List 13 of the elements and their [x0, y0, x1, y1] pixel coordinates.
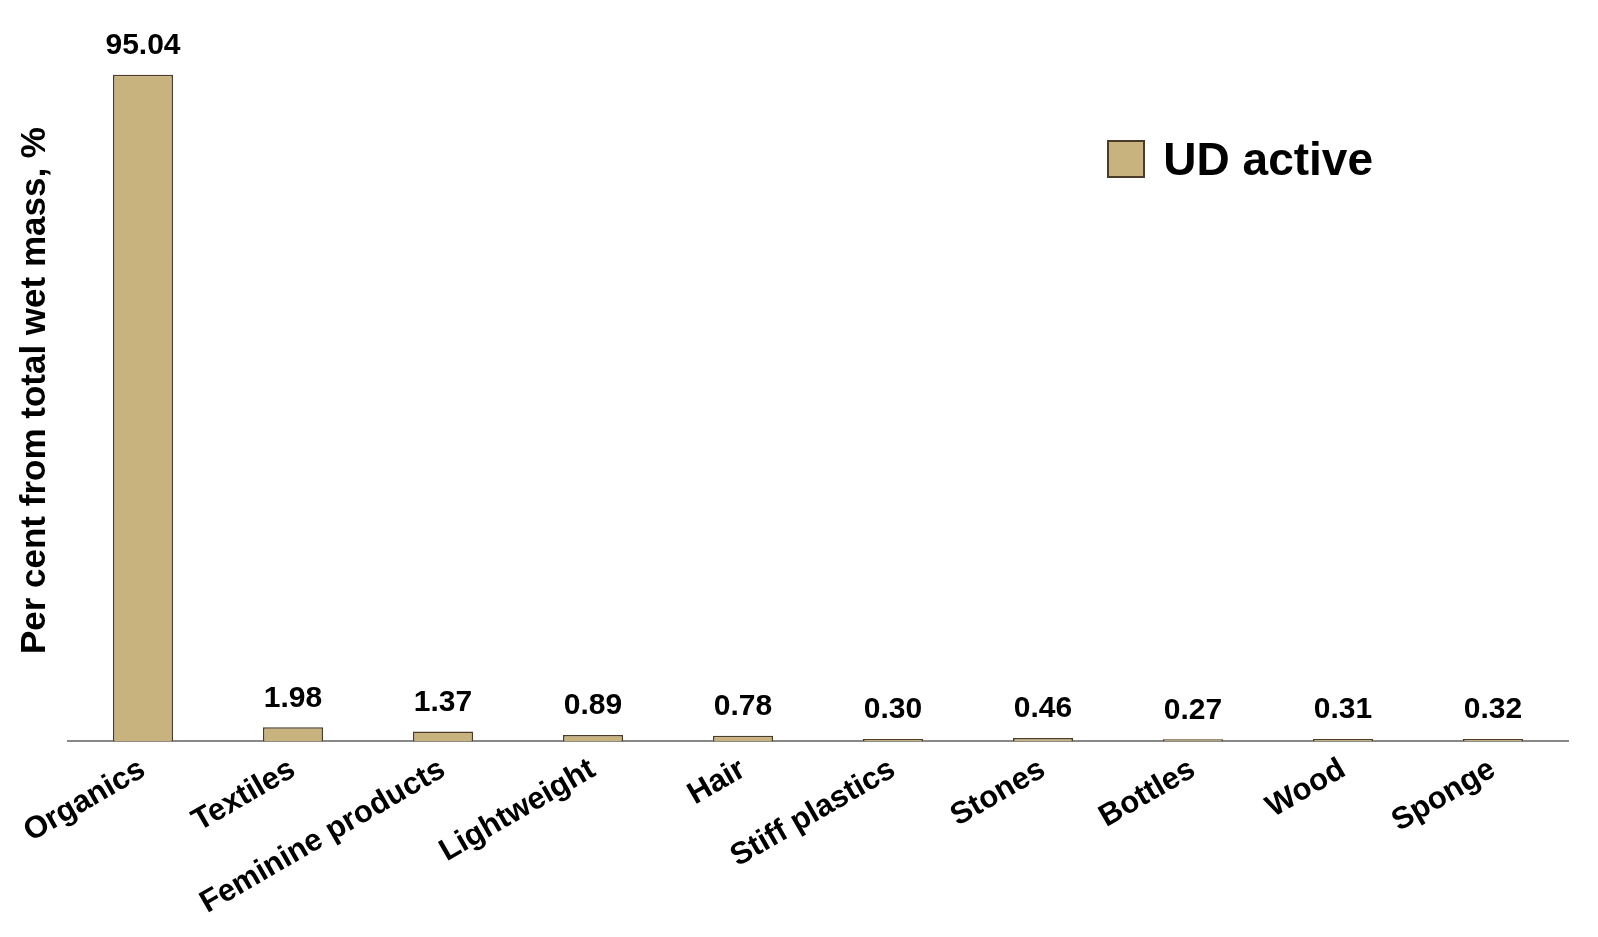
- data-label: 95.04: [105, 27, 181, 61]
- data-label: 0.32: [1463, 691, 1523, 725]
- data-label: 0.30: [863, 691, 923, 725]
- data-label: 1.37: [413, 683, 473, 717]
- data-label: 0.27: [1163, 691, 1223, 725]
- data-label: 0.89: [563, 687, 623, 721]
- data-label: 0.78: [713, 687, 773, 721]
- data-label: 0.31: [1313, 691, 1373, 725]
- x-tick-label: Hair: [681, 750, 751, 811]
- legend-label: UD active: [1163, 132, 1373, 186]
- data-label: 0.46: [1013, 690, 1073, 724]
- y-axis-title: Per cent from total wet mass, %: [12, 127, 52, 655]
- data-label: 1.98: [263, 679, 323, 713]
